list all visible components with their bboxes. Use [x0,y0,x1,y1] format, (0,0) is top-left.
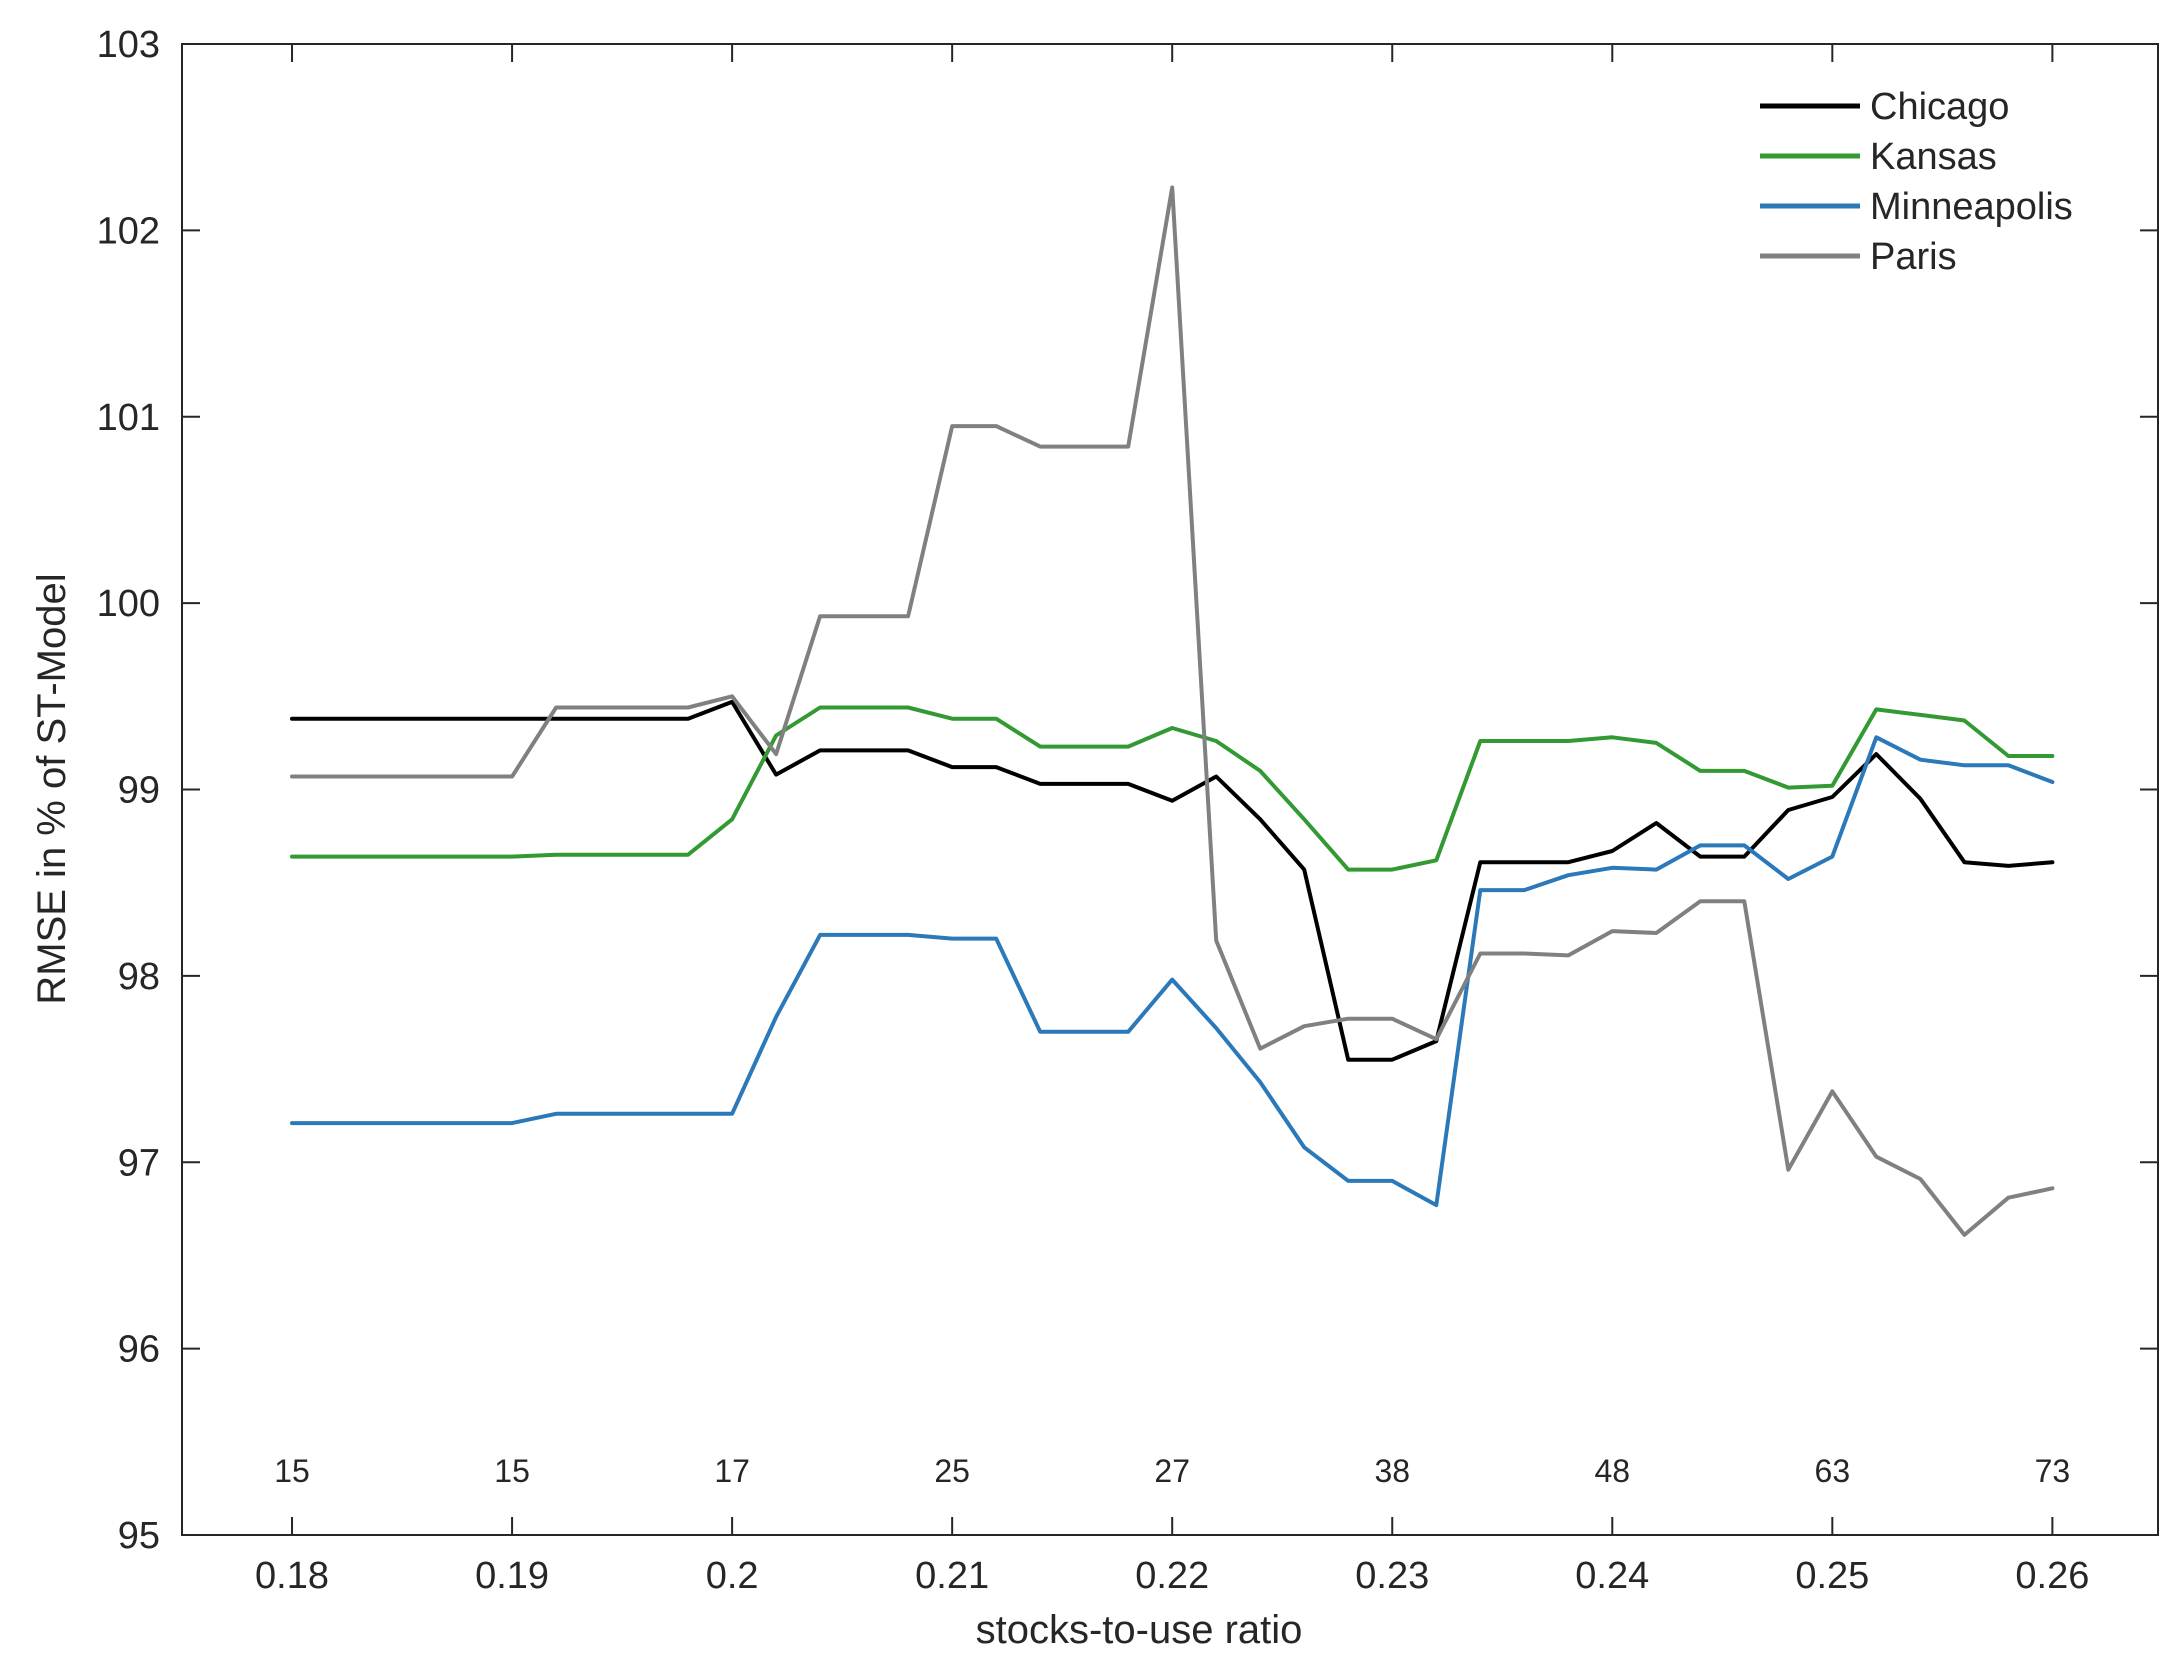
y-tick-label: 95 [118,1515,160,1557]
x-tick-label: 0.24 [1575,1555,1649,1597]
annotation-count: 25 [934,1453,970,1489]
x-tick-label: 0.25 [1795,1555,1869,1597]
y-tick-label: 97 [118,1142,160,1184]
annotation-count: 15 [274,1453,310,1489]
annotation-count: 17 [714,1453,750,1489]
annotation-count: 38 [1374,1453,1410,1489]
x-axis-ticks: 0.18 0.19 0.2 0.21 0.22 0.23 0.24 0.25 0.26 [255,44,2089,1597]
legend: Chicago Kansas Minneapolis Paris [1760,86,2073,278]
series-line-paris [290,185,2055,1237]
x-tick-label: 0.26 [2015,1555,2089,1597]
annotation-count: 63 [1815,1453,1851,1489]
legend-label-kansas: Kansas [1870,136,1997,178]
legend-label-chicago: Chicago [1870,86,2009,128]
x-tick-label: 0.21 [915,1555,989,1597]
x-tick-label: 0.22 [1135,1555,1209,1597]
annotation-count: 15 [494,1453,530,1489]
y-tick-label: 101 [97,397,160,439]
series-line-kansas [290,705,2055,872]
x-axis-label: stocks-to-use ratio [976,1608,1303,1652]
x-tick-label: 0.18 [255,1555,329,1597]
y-tick-label: 99 [118,770,160,812]
y-axis-ticks: 95 96 97 98 99 100 101 102 103 [97,24,2158,1557]
annotations: 15 15 17 25 27 38 48 63 73 [274,1453,2070,1489]
legend-label-minneapolis: Minneapolis [1870,186,2073,228]
x-tick-label: 0.23 [1355,1555,1429,1597]
x-tick-label: 0.2 [706,1555,759,1597]
series-line-chicago [290,699,2055,1062]
series-layer [290,185,2055,1237]
annotation-count: 27 [1154,1453,1190,1489]
y-tick-label: 96 [118,1329,160,1371]
legend-label-paris: Paris [1870,236,1957,278]
annotation-count: 48 [1594,1453,1630,1489]
y-tick-label: 98 [118,956,160,998]
y-tick-label: 100 [97,583,160,625]
y-axis-label: RMSE in % of ST-Model [30,573,74,1004]
annotation-count: 73 [2035,1453,2071,1489]
series-line-minneapolis [290,735,2055,1208]
y-tick-label: 103 [97,24,160,66]
x-tick-label: 0.19 [475,1555,549,1597]
y-tick-label: 102 [97,210,160,252]
